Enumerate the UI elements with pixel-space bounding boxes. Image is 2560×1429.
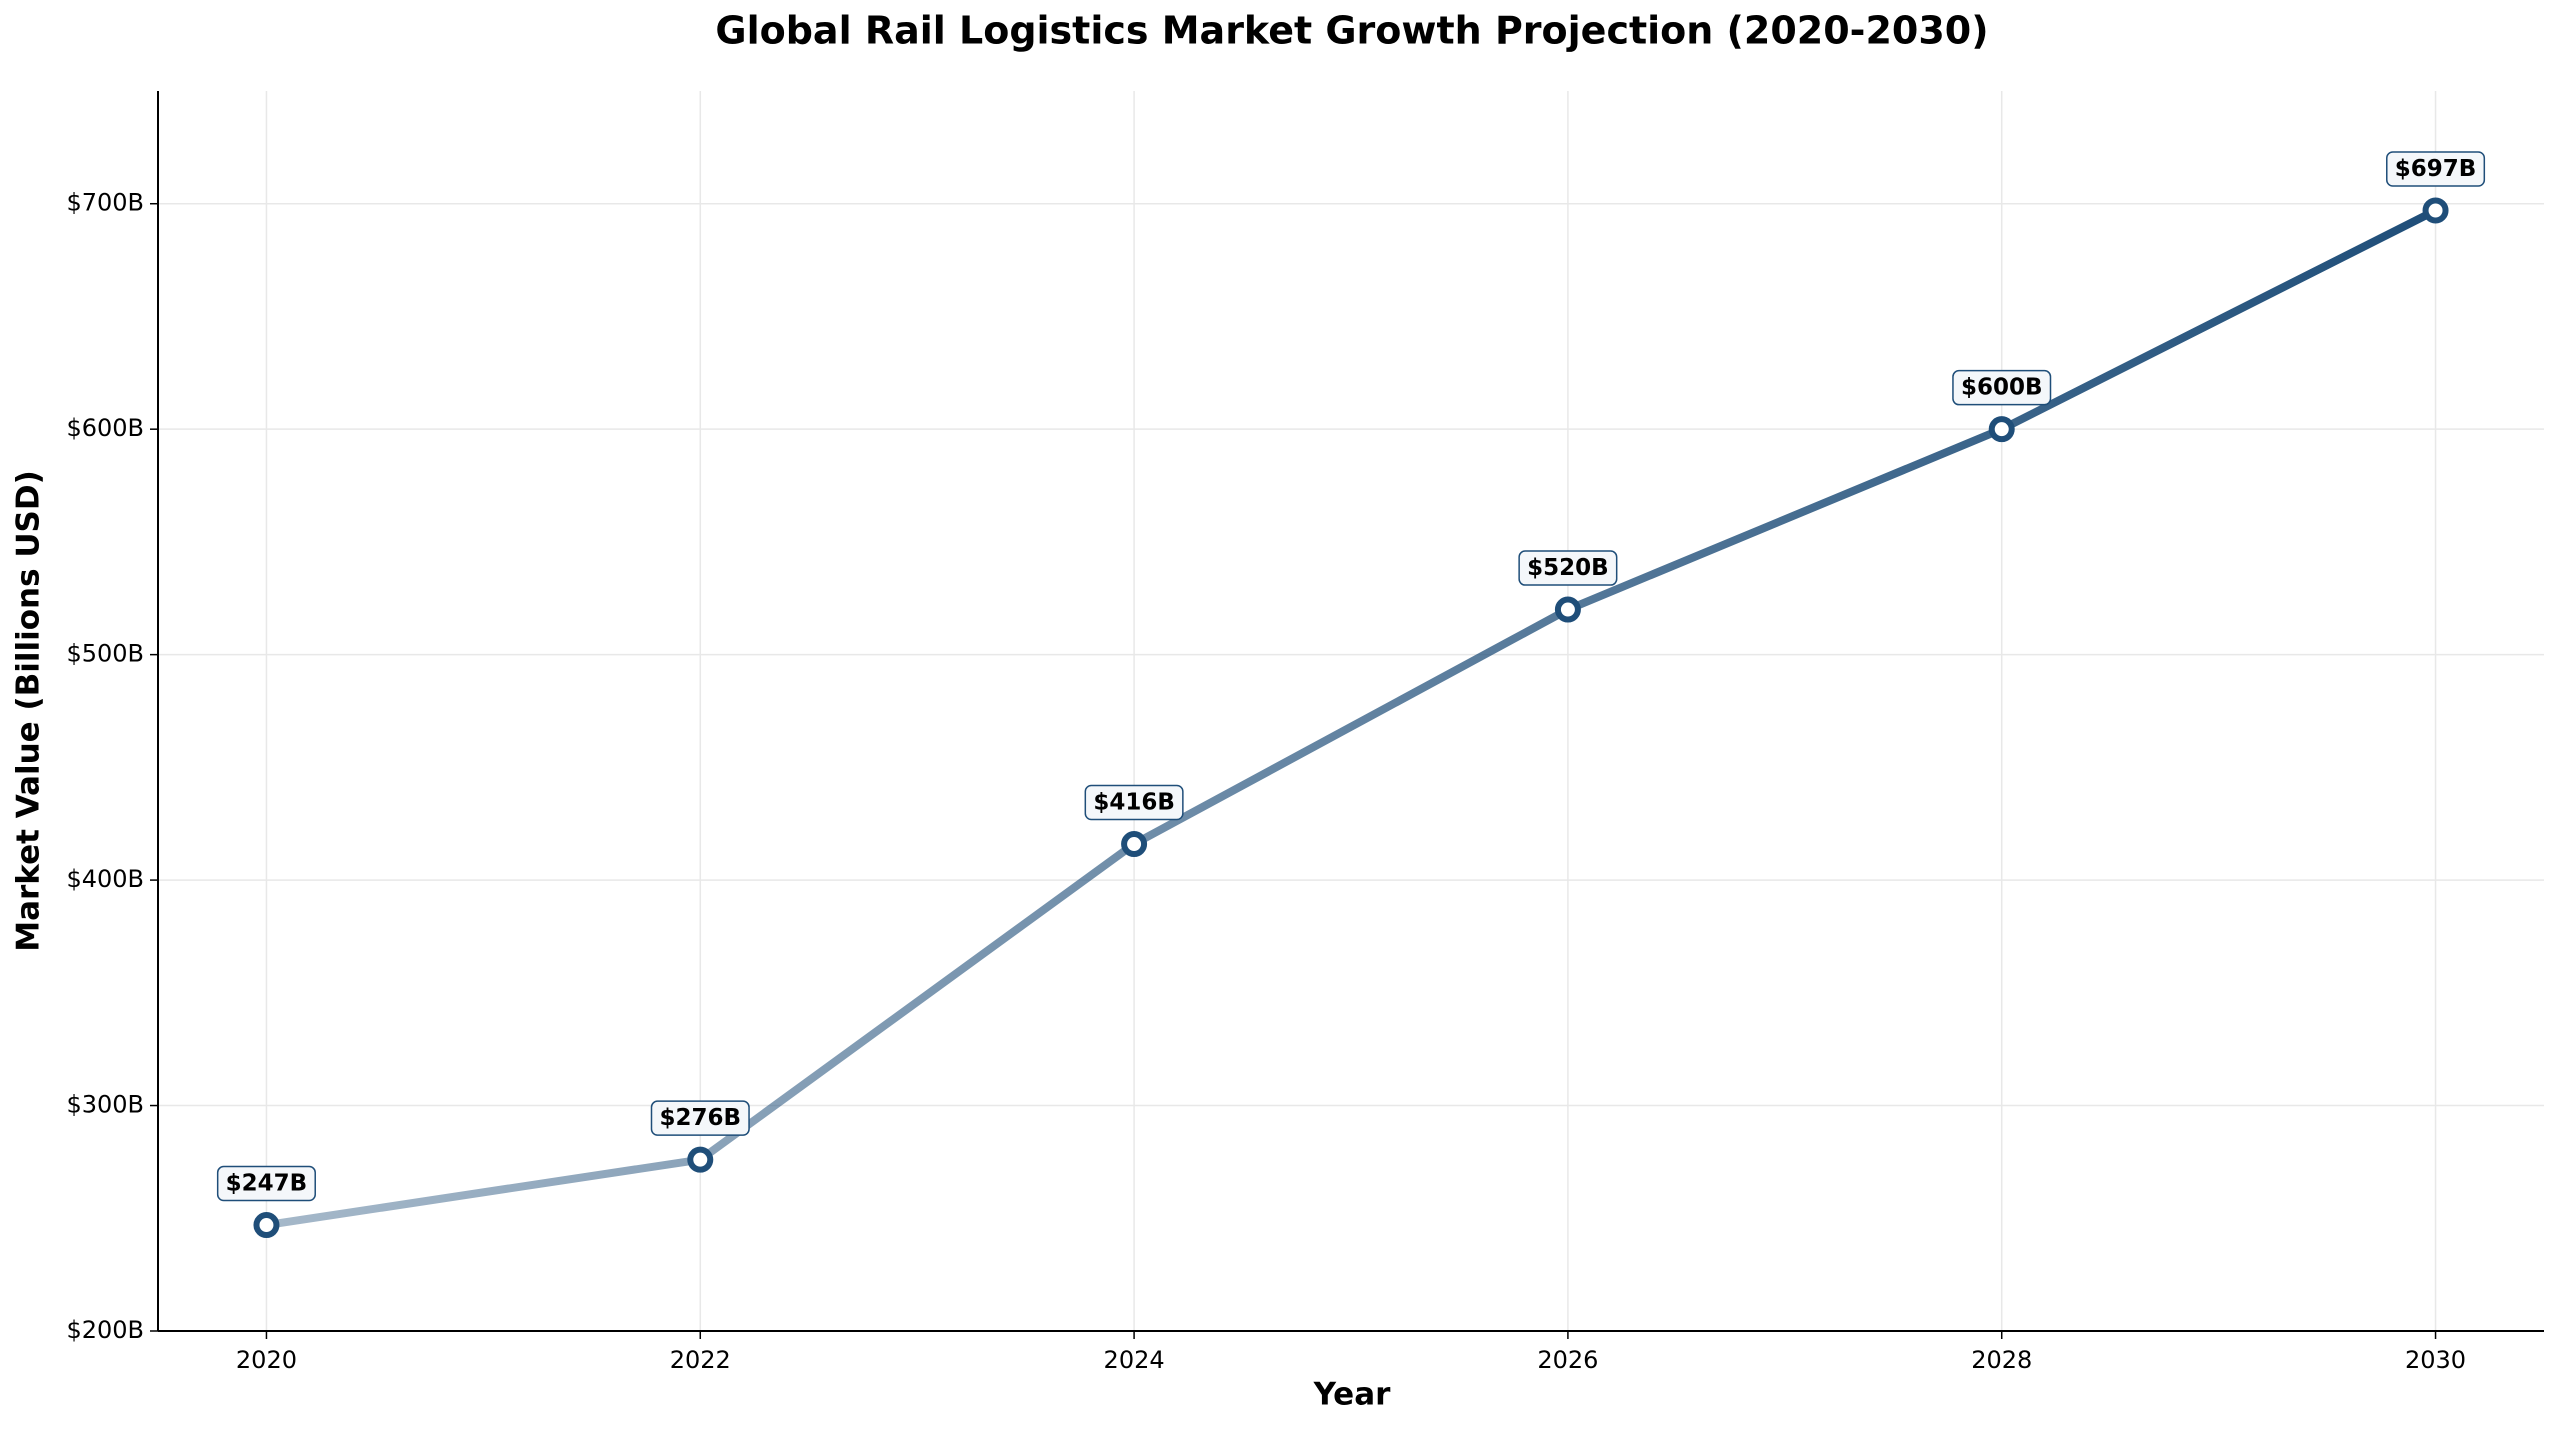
y-tick-label: $700B xyxy=(66,189,144,217)
x-tick-label: 2020 xyxy=(236,1346,297,1374)
value-label-bg xyxy=(216,1165,316,1202)
y-tick-label: $600B xyxy=(66,414,144,442)
x-tick-label: 2026 xyxy=(1537,1346,1598,1374)
value-label-box: $276B xyxy=(650,1100,750,1136)
point xyxy=(1121,831,1148,858)
chart-title: Global Rail Logistics Market Growth Proj… xyxy=(715,9,1988,53)
value-label-box: $600B xyxy=(1952,369,2052,406)
x-tick-label: 2024 xyxy=(1104,1346,1165,1374)
x-axis-label: Year xyxy=(1313,1377,1392,1413)
value-label: $276B xyxy=(659,1105,741,1131)
value-label-bg xyxy=(650,1100,750,1136)
y-tick-label: $300B xyxy=(66,1091,144,1119)
value-label-box: $247B xyxy=(216,1165,316,1202)
y-tick-label: $500B xyxy=(66,640,144,668)
value-label: $520B xyxy=(1527,555,1609,581)
value-label: $416B xyxy=(1093,790,1175,816)
point xyxy=(2422,197,2449,224)
value-label-bg xyxy=(1084,784,1184,821)
point xyxy=(1554,596,1581,623)
x-tick-label: 2028 xyxy=(1971,1346,2032,1374)
point xyxy=(687,1146,714,1173)
value-label-box: $416B xyxy=(1084,784,1184,821)
line-series xyxy=(265,206,2438,1229)
y-tick-label: $400B xyxy=(66,865,144,893)
value-label-bg xyxy=(2386,151,2486,187)
point xyxy=(253,1212,280,1239)
value-label-box: $520B xyxy=(1518,550,1618,586)
value-label-bg xyxy=(1952,369,2052,406)
value-label-box: $697B xyxy=(2386,151,2486,187)
point xyxy=(1988,416,2015,443)
y-axis-label: Market Value (Billions USD) xyxy=(11,470,47,952)
x-tick-label: 2022 xyxy=(670,1346,731,1374)
y-tick-label: $200B xyxy=(66,1316,144,1344)
x-tick-label: 2030 xyxy=(2405,1346,2466,1374)
value-label: $247B xyxy=(226,1171,308,1197)
value-label-bg xyxy=(1518,550,1618,586)
value-label: $697B xyxy=(2395,156,2477,182)
value-label: $600B xyxy=(1961,375,2043,401)
